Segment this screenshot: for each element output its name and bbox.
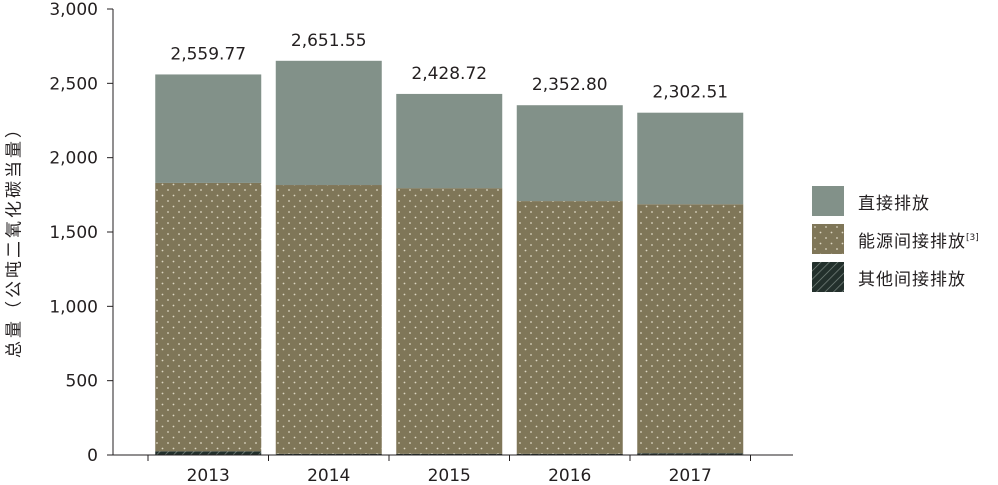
y-tick-label: 500: [66, 372, 98, 392]
x-tick-label: 2016: [548, 466, 591, 485]
y-axis: 0 500 1,000 1,500 2,000 2,500 3,000: [49, 0, 114, 466]
bar-segment-2013-2: [155, 74, 262, 183]
x-axis: 2013 2014 2015 2016 2017: [113, 454, 793, 485]
legend-swatch-direct: [812, 186, 844, 216]
total-label-2017: 2,302.51: [652, 83, 728, 103]
bar-2014: [275, 60, 382, 455]
y-tick-label: 2,500: [49, 74, 98, 94]
y-tick-label: 1,500: [49, 223, 98, 243]
legend-label-direct: 直接排放: [858, 193, 930, 214]
total-label-2014: 2,651.55: [291, 31, 367, 51]
bar-segment-2017-2: [637, 112, 744, 205]
x-tick-label: 2017: [669, 466, 712, 485]
bar-2013: [155, 74, 262, 455]
y-tick-label: 2,000: [49, 149, 98, 169]
legend-swatch-other-indirect: [812, 262, 844, 292]
legend-item-other-indirect: 其他间接排放: [812, 262, 979, 292]
bar-segment-2014-0: [275, 453, 382, 455]
bar-segment-2016-1: [516, 201, 623, 454]
legend-label-energy-indirect: 能源间接排放[3]: [858, 231, 979, 252]
bars: [155, 60, 744, 455]
legend-item-direct: 直接排放: [812, 186, 979, 216]
y-tick-label: 1,000: [49, 297, 98, 317]
bar-segment-2016-0: [516, 453, 623, 455]
bar-segment-2017-0: [637, 453, 744, 455]
y-tick-label: 3,000: [49, 0, 98, 20]
total-label-2016: 2,352.80: [532, 75, 608, 95]
bar-segment-2017-1: [637, 204, 744, 454]
bar-segment-2015-0: [396, 453, 503, 455]
total-label-2013: 2,559.77: [170, 44, 246, 64]
legend-label-other-indirect: 其他间接排放: [858, 269, 966, 290]
x-tick-label: 2014: [307, 466, 350, 485]
legend-swatch-energy-indirect: [812, 224, 844, 254]
bar-2015: [396, 93, 503, 455]
bar-segment-2013-0: [155, 451, 262, 455]
x-tick-label: 2013: [187, 466, 230, 485]
footnote-marker: [3]: [966, 232, 979, 243]
bar-segment-2013-1: [155, 182, 262, 452]
bar-segment-2014-2: [275, 60, 382, 186]
bar-2017: [637, 112, 744, 455]
y-axis-title: 总量（公吨二氧化碳当量）: [4, 118, 25, 358]
bar-2016: [516, 105, 623, 455]
legend-item-energy-indirect: 能源间接排放[3]: [812, 224, 979, 254]
total-label-2015: 2,428.72: [411, 64, 487, 84]
bar-segment-2015-1: [396, 188, 503, 454]
total-labels: 2,559.77 2,651.55 2,428.72 2,352.80 2,302.51: [170, 31, 728, 103]
bar-segment-2016-2: [516, 105, 623, 202]
legend: 直接排放 能源间接排放[3] 其他间接排放: [812, 186, 979, 300]
bar-segment-2014-1: [275, 185, 382, 454]
x-tick-label: 2015: [428, 466, 471, 485]
y-tick-label: 0: [87, 446, 98, 466]
bar-segment-2015-2: [396, 93, 503, 189]
